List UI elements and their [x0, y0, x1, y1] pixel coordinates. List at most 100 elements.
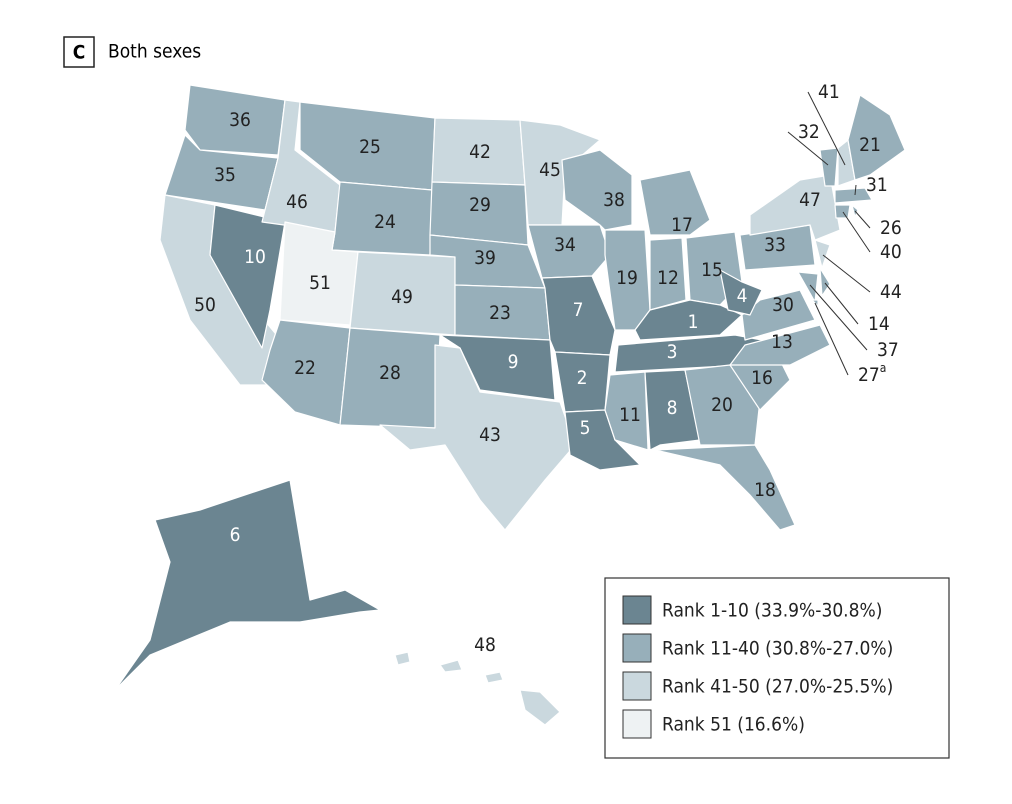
rank-label: 39 [474, 247, 496, 269]
state-rank: 33 [764, 234, 786, 256]
rank-note: a [880, 361, 887, 375]
rank-label: 6 [230, 524, 241, 546]
rank-label: 50 [194, 294, 216, 316]
state-rank: 26 [880, 217, 902, 239]
legend-label: Rank 11-40 (30.8%-27.0%) [662, 638, 893, 660]
state-rank: 28 [379, 362, 401, 384]
rank-label: 29 [469, 194, 491, 216]
rank-label: 14 [868, 313, 890, 335]
state-shape [604, 371, 649, 451]
state-shape [649, 237, 687, 311]
legend-swatch [622, 671, 652, 701]
rank-label: 9 [508, 351, 519, 373]
legend-swatch [622, 709, 652, 739]
state-shape [379, 344, 576, 531]
legend-swatch [622, 595, 652, 625]
rank-label: 25 [359, 136, 381, 158]
rank-label: 26 [880, 217, 902, 239]
panel-letter: C [73, 42, 86, 64]
rank-label: 30 [772, 294, 794, 316]
state-rank: 2 [577, 367, 588, 389]
rank-label: 2 [577, 367, 588, 389]
state-rank: 3 [667, 341, 678, 363]
state-rank: 47 [799, 189, 821, 211]
state-rank: 10 [244, 246, 266, 268]
rank-label: 36 [229, 109, 251, 131]
state-shape [819, 267, 831, 297]
state-rank: 36 [229, 109, 251, 131]
rank-label: 19 [616, 267, 638, 289]
rank-label: 13 [771, 331, 793, 353]
state-shape [834, 187, 873, 204]
rank-label: 31 [866, 174, 888, 196]
state-rank: 6 [230, 524, 241, 546]
rank-label: 38 [603, 189, 625, 211]
state-rank: 41 [818, 81, 840, 103]
rank-label: 8 [667, 397, 678, 419]
legend-label: Rank 51 (16.6%) [662, 714, 805, 736]
state-shape [484, 671, 504, 684]
state-rank: 19 [616, 267, 638, 289]
state-shape [741, 289, 816, 341]
state-rank: 30 [772, 294, 794, 316]
panel-box [63, 36, 95, 68]
state-rank: 42 [469, 141, 491, 163]
state-rank: 34 [554, 234, 576, 256]
legend-label: Rank 41-50 (27.0%-25.5%) [662, 676, 893, 698]
state-rank: 48 [474, 634, 496, 656]
rank-label: 45 [539, 159, 561, 181]
legend-swatch [622, 633, 652, 663]
legend-label: Rank 1-10 (33.9%-30.8%) [662, 600, 882, 622]
rank-label: 17 [671, 214, 693, 236]
rank-label: 16 [751, 367, 773, 389]
state-shape [684, 364, 761, 446]
rank-label: 21 [859, 134, 881, 156]
legend: Rank 1-10 (33.9%-30.8%) Rank 11-40 (30.8%… [622, 595, 893, 739]
rank-label: 7 [573, 299, 584, 321]
rank-label: 20 [711, 394, 733, 416]
state-rank: 39 [474, 247, 496, 269]
state-shape [527, 224, 611, 279]
callout-line [787, 131, 829, 166]
state-rank: 18 [754, 479, 776, 501]
rank-label: 35 [214, 164, 236, 186]
rank-label: 27 [858, 364, 880, 386]
state-rank: 44 [880, 281, 902, 303]
state-rank: 37 [877, 339, 899, 361]
legend-box [604, 577, 950, 759]
state-rank: 16 [751, 367, 773, 389]
rank-label: 22 [294, 357, 316, 379]
state-shape [797, 271, 819, 303]
state-shape [394, 651, 411, 666]
rank-label: 43 [479, 424, 501, 446]
state-rank: 15 [701, 259, 723, 281]
rank-label: 28 [379, 362, 401, 384]
state-shape [819, 147, 839, 187]
rank-label: 49 [391, 286, 413, 308]
state-rank: 14 [868, 313, 890, 335]
callout-line [809, 284, 868, 351]
state-rank: 35 [214, 164, 236, 186]
state-rank: 38 [603, 189, 625, 211]
rank-label: 4 [737, 285, 748, 307]
state-rank: 21 [859, 134, 881, 156]
rank-label: 47 [799, 189, 821, 211]
state-rank: 24 [374, 211, 396, 233]
state-shape [834, 204, 851, 219]
state-rank: 40 [880, 241, 902, 263]
state-rank: 25 [359, 136, 381, 158]
state-shape [719, 269, 763, 316]
rank-label: 48 [474, 634, 496, 656]
state-shape [331, 181, 433, 256]
rank-label: 32 [798, 121, 820, 143]
state-rank: 7 [573, 299, 584, 321]
state-rank: 29 [469, 194, 491, 216]
callout-line [822, 254, 871, 293]
state-shape [519, 119, 601, 226]
state-rank: 1 [688, 311, 699, 333]
state-shape [814, 239, 831, 269]
rank-label: 42 [469, 141, 491, 163]
state-shape [639, 169, 711, 236]
rank-label: 46 [286, 191, 308, 213]
rank-label: 41 [818, 81, 840, 103]
